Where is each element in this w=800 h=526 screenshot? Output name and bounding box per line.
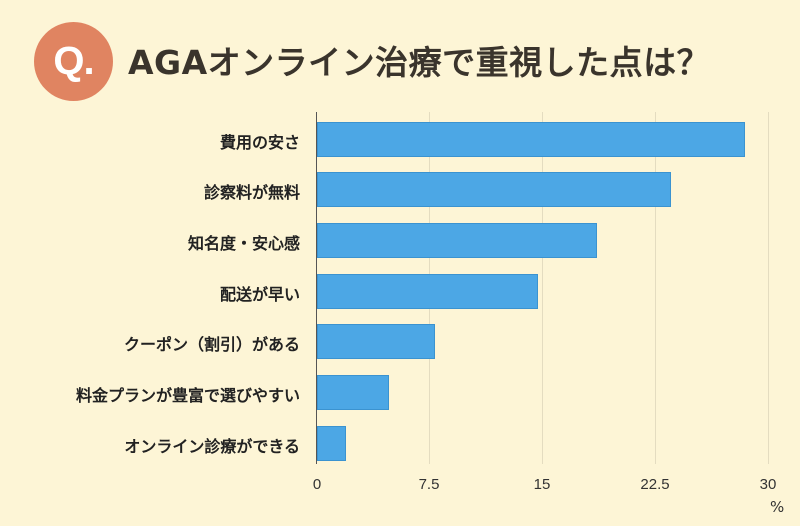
bar [317, 274, 539, 309]
bar [317, 172, 672, 207]
category-label: 知名度・安心感 [187, 234, 300, 253]
question-badge-label: Q. [53, 39, 94, 83]
x-tick: 22.5 [640, 476, 670, 493]
x-axis-unit: % [770, 498, 785, 516]
x-tick: 7.5 [418, 476, 440, 493]
bar [317, 375, 390, 410]
bar [317, 324, 435, 359]
plot-area [316, 112, 769, 464]
y-axis-line [316, 112, 317, 464]
gridline-22.5 [655, 112, 656, 464]
x-tick: 15 [533, 476, 551, 493]
bar [317, 426, 346, 461]
category-label: 診察料が無料 [203, 183, 300, 202]
category-label: クーポン（割引）がある [123, 335, 300, 354]
category-label: オンライン診療ができる [124, 437, 300, 456]
gridline-30 [768, 112, 769, 464]
category-label: 費用の安さ [219, 133, 300, 152]
bar [317, 223, 598, 258]
gridline-15 [542, 112, 543, 464]
category-label: 料金プランが豊富で選びやすい [75, 386, 300, 405]
bar [317, 122, 745, 157]
x-tick: 30 [759, 476, 777, 493]
category-label: 配送が早い [219, 285, 300, 304]
chart-title: AGAオンライン治療で重視した点は？ [128, 43, 711, 82]
x-tick: 0 [312, 476, 322, 493]
question-badge: Q. [34, 22, 113, 101]
